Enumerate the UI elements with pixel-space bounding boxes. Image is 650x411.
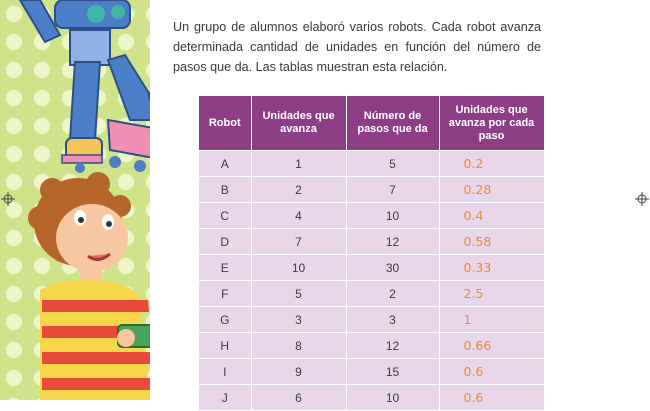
header-unidades: Unidades que avanza <box>251 96 347 151</box>
header-pasos: Número de pasos que da <box>346 96 440 151</box>
cell-pasos: 2 <box>346 280 440 307</box>
table-row: C 4 10 0.4 <box>199 202 545 229</box>
cell-answer[interactable]: 0.6 <box>439 384 545 411</box>
cell-unidades: 8 <box>251 332 347 359</box>
cell-answer[interactable]: 1 <box>439 306 545 333</box>
cell-pasos: 3 <box>346 306 440 333</box>
cell-pasos: 5 <box>346 150 440 177</box>
table-row: J 6 10 0.6 <box>199 384 545 411</box>
cell-robot: A <box>199 150 252 177</box>
cell-robot: C <box>199 202 252 229</box>
illustration-panel <box>0 0 170 400</box>
cell-answer[interactable]: 0.28 <box>439 176 545 203</box>
table-row: G 3 3 1 <box>199 306 545 333</box>
cell-answer[interactable]: 2.5 <box>439 280 545 307</box>
intro-paragraph: Un grupo de alumnos elaboró varios robot… <box>173 20 541 74</box>
robot-and-boy-illustration <box>18 0 170 400</box>
registration-mark-icon <box>635 192 649 206</box>
cell-robot: E <box>199 254 252 281</box>
cell-unidades: 5 <box>251 280 347 307</box>
table-row: B 2 7 0.28 <box>199 176 545 203</box>
header-robot: Robot <box>199 96 252 151</box>
cell-robot: H <box>199 332 252 359</box>
header-unidades-por-paso: Unidades que avanza por cada paso <box>439 96 545 151</box>
table-row: A 1 5 0.2 <box>199 150 545 177</box>
cell-unidades: 6 <box>251 384 347 411</box>
table-row: D 7 12 0.58 <box>199 228 545 255</box>
cell-unidades: 9 <box>251 358 347 385</box>
cell-unidades: 1 <box>251 150 347 177</box>
robot-illustration <box>18 0 166 173</box>
cell-robot: J <box>199 384 252 411</box>
cell-pasos: 30 <box>346 254 440 281</box>
cell-pasos: 12 <box>346 332 440 359</box>
cell-robot: I <box>199 358 252 385</box>
cell-robot: D <box>199 228 252 255</box>
cell-unidades: 3 <box>251 306 347 333</box>
robots-table: Robot Unidades que avanza Número de paso… <box>199 96 545 411</box>
illustration-edge <box>150 0 170 400</box>
cell-unidades: 4 <box>251 202 347 229</box>
table-row: F 5 2 2.5 <box>199 280 545 307</box>
table-row: H 8 12 0.66 <box>199 332 545 359</box>
cell-pasos: 10 <box>346 384 440 411</box>
cell-unidades: 2 <box>251 176 347 203</box>
cell-unidades: 10 <box>251 254 347 281</box>
cell-robot: B <box>199 176 252 203</box>
cell-pasos: 15 <box>346 358 440 385</box>
cell-answer[interactable]: 0.6 <box>439 358 545 385</box>
table-row: E 10 30 0.33 <box>199 254 545 281</box>
boy-with-controller-illustration <box>28 172 170 400</box>
cell-answer[interactable]: 0.4 <box>439 202 545 229</box>
cell-answer[interactable]: 0.33 <box>439 254 545 281</box>
table-header-row: Robot Unidades que avanza Número de paso… <box>199 96 545 151</box>
cell-answer[interactable]: 0.58 <box>439 228 545 255</box>
registration-mark-icon <box>1 192 15 206</box>
cell-pasos: 12 <box>346 228 440 255</box>
cell-answer[interactable]: 0.2 <box>439 150 545 177</box>
cell-pasos: 7 <box>346 176 440 203</box>
cell-answer[interactable]: 0.66 <box>439 332 545 359</box>
cell-unidades: 7 <box>251 228 347 255</box>
cell-robot: G <box>199 306 252 333</box>
table-row: I 9 15 0.6 <box>199 358 545 385</box>
cell-robot: F <box>199 280 252 307</box>
cell-pasos: 10 <box>346 202 440 229</box>
